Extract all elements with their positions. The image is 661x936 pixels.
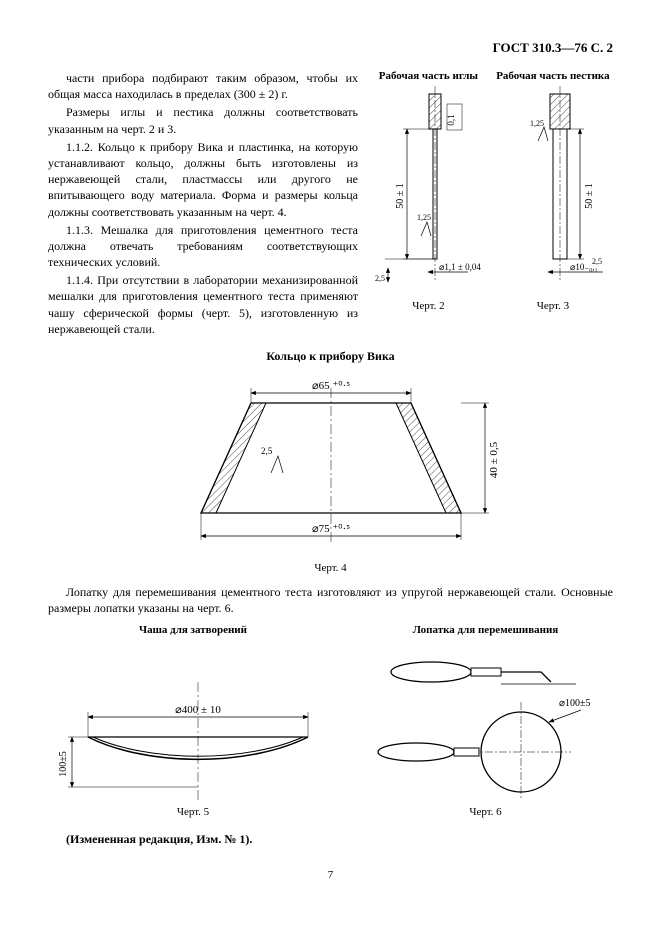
bottom-figs: Чаша для затворений ⌀400 ± 10 100±5 Черт… (48, 624, 613, 818)
fig3-off: 2,5 (592, 257, 602, 266)
text-column: части прибора подбирают таким образом, ч… (48, 70, 358, 339)
fig3-drawing: 50 ± 1 1,25 ⌀10₋₀,₁ 2,5 (498, 86, 608, 296)
fig6-caption: Черт. 6 (358, 806, 613, 818)
fig2-drawing: 50 ± 1 0,1 1,25 ⌀1,1 ± 0,04 2,5 (373, 86, 483, 296)
fig4-height: 40 ± 0,5 (488, 441, 500, 478)
fig2-title: Рабочая часть иглы (373, 70, 483, 82)
fig4-top: ⌀65 ⁺⁰·⁵ (311, 380, 349, 392)
fig2-len: 50 ± 1 (395, 183, 406, 209)
fig2-rough: 1,25 (417, 213, 431, 222)
fig2-dia: ⌀1,1 ± 0,04 (439, 262, 481, 272)
fig4-rough: 2,5 (261, 446, 273, 456)
fig3-title: Рабочая часть пестика (496, 70, 609, 82)
amendment-note: (Измененная редакция, Изм. № 1). (48, 832, 613, 847)
para-1: Размеры иглы и пестика должны соответств… (48, 104, 358, 136)
fig6-title: Лопатка для перемешивания (358, 624, 613, 636)
fig3-caption: Черт. 3 (496, 300, 609, 312)
fig4-drawing: ⌀65 ⁺⁰·⁵ ⌀75 ⁺⁰·⁵ 40 ± 0,5 2,5 (141, 368, 521, 558)
para-3: 1.1.3. Мешалка для приготовления цементн… (48, 222, 358, 271)
para-4: 1.1.4. При отсутствии в лаборатории меха… (48, 272, 358, 337)
page-header: ГОСТ 310.3—76 С. 2 (48, 40, 613, 56)
top-block: части прибора подбирают таким образом, ч… (48, 70, 613, 339)
fig5-caption: Черт. 5 (48, 806, 338, 818)
fig4-block: Кольцо к прибору Вика ⌀65 ⁺⁰·⁵ ⌀75 ⁺⁰·⁵ … (48, 349, 613, 574)
para-0: части прибора подбирают таким образом, ч… (48, 70, 358, 102)
fig4-title: Кольцо к прибору Вика (48, 349, 613, 364)
fig2-tip: 0,1 (446, 114, 456, 125)
fig6-block: Лопатка для перемешивания ⌀100±5 Черт. 6 (358, 624, 613, 818)
fig4-bottom: ⌀75 ⁺⁰·⁵ (311, 523, 349, 535)
fig5-block: Чаша для затворений ⌀400 ± 10 100±5 Черт… (48, 624, 338, 818)
fig5-depth: 100±5 (58, 752, 69, 778)
small-figs-column: Рабочая часть иглы (370, 70, 613, 339)
fig6-dia: ⌀100±5 (559, 698, 591, 709)
fig3-len: 50 ± 1 (584, 183, 595, 209)
page-number: 7 (48, 869, 613, 881)
fig2-off: 2,5 (375, 274, 385, 283)
fig6-drawing: ⌀100±5 (371, 642, 601, 802)
fig5-drawing: ⌀400 ± 10 100±5 (48, 642, 338, 802)
fig2-block: Рабочая часть иглы (373, 70, 483, 339)
fig2-caption: Черт. 2 (373, 300, 483, 312)
fig4-caption: Черт. 4 (48, 562, 613, 574)
fig3-block: Рабочая часть пестика 50 ± 1 1,25 ⌀10₋₀,… (496, 70, 609, 339)
fig3-rough: 1,25 (530, 119, 544, 128)
fig5-dia: ⌀400 ± 10 (175, 704, 221, 716)
fig5-title: Чаша для затворений (48, 624, 338, 636)
para-2: 1.1.2. Кольцо к прибору Вика и пластинка… (48, 139, 358, 220)
spoon-para: Лопатку для перемешивания цементного тес… (48, 584, 613, 616)
